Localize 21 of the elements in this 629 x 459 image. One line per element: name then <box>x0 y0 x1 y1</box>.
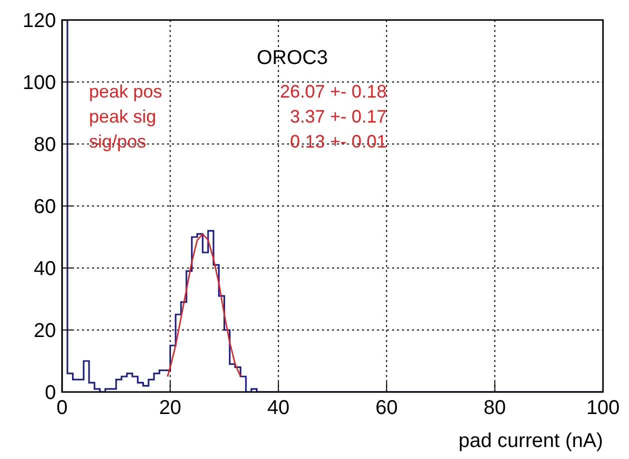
y-tick-label: 40 <box>34 258 56 280</box>
y-tick-label: 0 <box>44 382 56 404</box>
text: OROC3 <box>256 47 328 70</box>
annotation: 3.37 +- 0.17 <box>290 106 387 127</box>
x-tick-label: 40 <box>267 397 290 419</box>
annotation: peak sig <box>89 106 156 127</box>
x-axis-title: pad current (nA) <box>458 430 603 452</box>
line-series <box>166 233 242 378</box>
y-tick-label: 120 <box>22 10 56 32</box>
annotation: 0.13 +- 0.01 <box>290 132 387 152</box>
x-tick-label: 100 <box>586 397 620 419</box>
x-tick-label: 60 <box>375 397 398 419</box>
annotation: peak pos <box>89 82 162 102</box>
x-tick-label: 80 <box>484 397 506 419</box>
y-tick-label: 80 <box>34 134 56 156</box>
x-tick-label: 20 <box>159 397 182 419</box>
y-tick-label: 20 <box>34 320 56 342</box>
annotation: sig/pos <box>89 132 146 152</box>
annotation: 26.07 +- 0.18 <box>280 82 387 102</box>
y-tick-label: 100 <box>22 72 56 94</box>
y-tick-label: 60 <box>34 196 56 218</box>
